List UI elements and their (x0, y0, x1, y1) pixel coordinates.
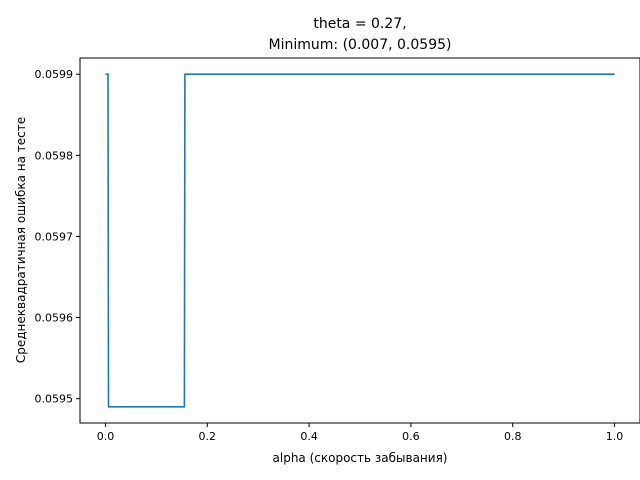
chart-subtitle: Minimum: (0.007, 0.0595) (269, 37, 452, 53)
y-axis-ticks: 0.0595 0.0596 0.0597 0.0598 0.0599 (35, 68, 80, 406)
y-tick-label: 0.0596 (35, 312, 74, 325)
x-tick-label: 1.0 (606, 430, 624, 443)
x-axis-ticks: 0.0 0.2 0.4 0.6 0.8 1.0 (97, 423, 624, 443)
x-tick-label: 0.2 (199, 430, 217, 443)
x-tick-label: 0.0 (97, 430, 115, 443)
axes-frame (79, 57, 640, 424)
chart-title: theta = 0.27, (313, 16, 406, 32)
plot-area (105, 73, 615, 408)
series-line (105, 73, 615, 408)
y-tick-label: 0.0598 (35, 149, 74, 162)
y-axis-label: Среднеквадратичная ошибка на тесте (14, 117, 28, 363)
x-tick-label: 0.8 (504, 430, 522, 443)
y-tick-label: 0.0595 (35, 393, 74, 406)
y-tick-label: 0.0599 (35, 68, 74, 81)
x-axis-label: alpha (скорость забывания) (273, 451, 448, 465)
x-tick-label: 0.6 (402, 430, 420, 443)
x-tick-label: 0.4 (300, 430, 318, 443)
y-tick-label: 0.0597 (35, 230, 74, 243)
